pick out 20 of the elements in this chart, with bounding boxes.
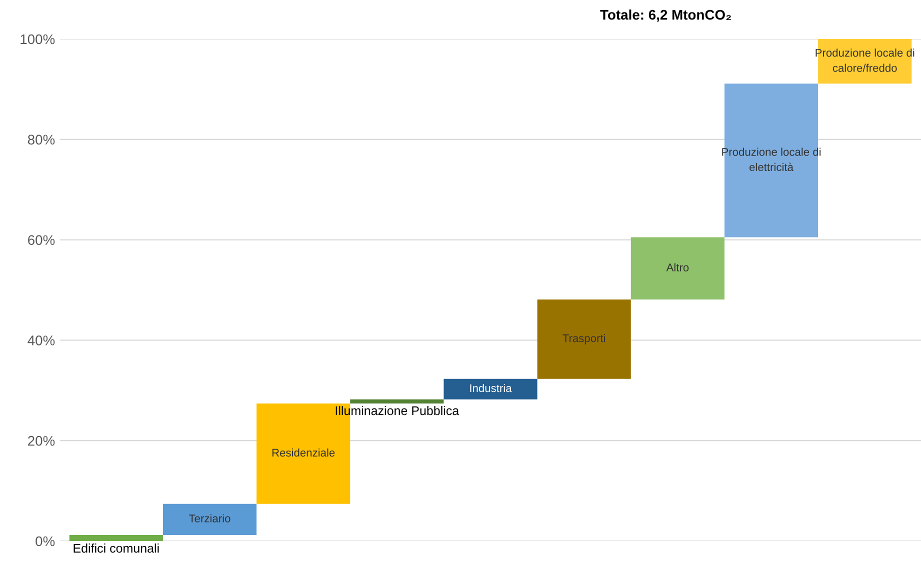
bar: [162, 504, 257, 535]
x-tick-label: Industria: [470, 384, 512, 392]
x-tick-label: Altro: [666, 263, 689, 272]
bar: [630, 237, 724, 300]
bar: [724, 84, 818, 238]
y-tick-label: 0%: [36, 536, 55, 546]
x-tick-label: Terziario: [189, 514, 230, 522]
bar: [537, 300, 631, 379]
y-tick-label: 40%: [28, 336, 55, 346]
y-tick-label: 60%: [28, 235, 55, 245]
x-tick-label: Residenziale: [272, 448, 335, 457]
y-tick-label: 100%: [20, 34, 55, 44]
bar: [444, 378, 538, 400]
y-tick-label: 80%: [28, 134, 55, 145]
chart-title: Totale: 6,2 MtonCO₂: [600, 10, 731, 22]
x-tick-label: Trasporti: [562, 334, 606, 344]
y-tick-label: 20%: [28, 436, 55, 446]
bar: [350, 399, 444, 404]
x-tick-label: Edifici comunali: [74, 544, 159, 553]
bar: [69, 534, 163, 541]
